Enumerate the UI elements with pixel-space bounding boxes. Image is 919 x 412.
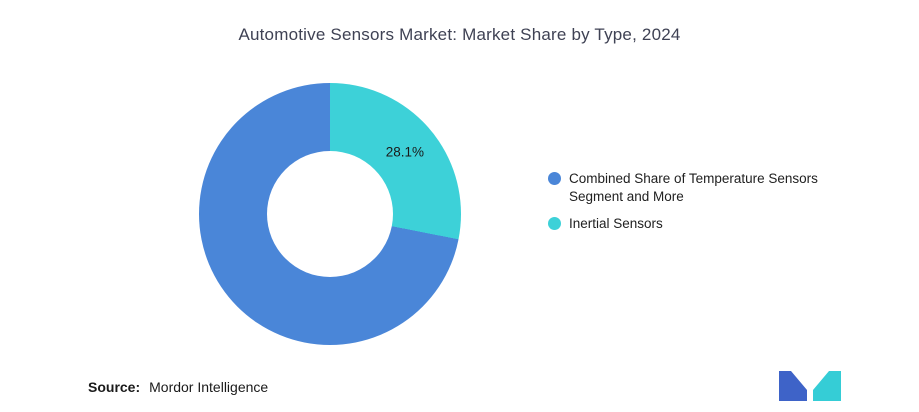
source-label: Source: xyxy=(88,379,141,395)
source-note: Source: Mordor Intelligence xyxy=(88,379,268,395)
legend-label: Combined Share of Temperature Sensors Se… xyxy=(569,171,818,204)
donut-chart: 28.1% xyxy=(199,83,461,345)
legend: Combined Share of Temperature Sensors Se… xyxy=(548,170,833,233)
slice-data-label: 28.1% xyxy=(385,144,425,160)
mordor-intelligence-logo xyxy=(779,368,841,401)
legend-swatch xyxy=(548,217,561,230)
source-value: Mordor Intelligence xyxy=(149,379,269,395)
mordor-logo-icon xyxy=(779,371,841,401)
legend-swatch xyxy=(548,172,561,185)
slice-labels: 28.1% xyxy=(199,83,461,345)
chart-title: Automotive Sensors Market: Market Share … xyxy=(238,25,681,44)
legend-item: Combined Share of Temperature Sensors Se… xyxy=(548,170,833,206)
logo-right-shape xyxy=(813,371,841,401)
donut-hole xyxy=(267,151,393,277)
legend-label: Inertial Sensors xyxy=(569,216,663,231)
legend-item: Inertial Sensors xyxy=(548,215,833,233)
logo-left-shape xyxy=(779,371,807,401)
